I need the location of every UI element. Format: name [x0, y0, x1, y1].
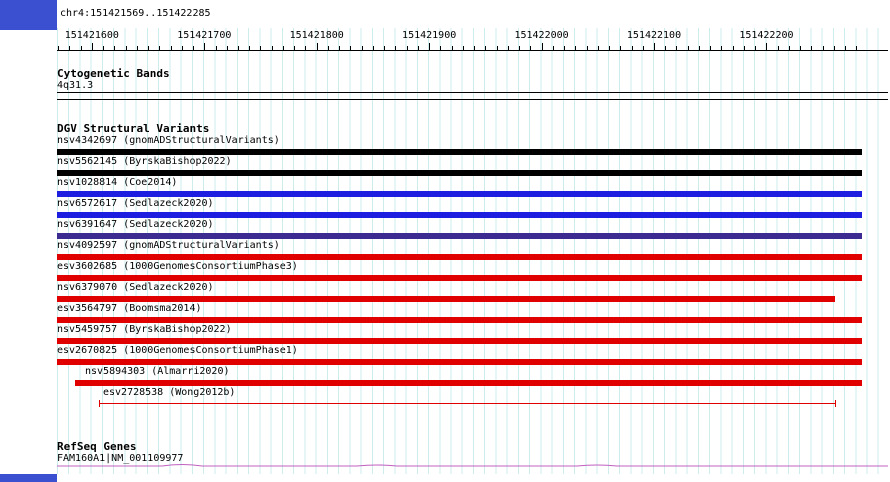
ruler-minor-tick	[384, 46, 386, 50]
ruler-minor-tick	[564, 46, 566, 50]
ruler-minor-tick	[260, 46, 262, 50]
ruler-minor-tick	[238, 46, 239, 50]
ruler-major-tick	[654, 43, 655, 50]
ruler-minor-tick	[496, 46, 498, 50]
ruler-minor-tick	[395, 46, 397, 50]
cytoband-label: 4q31.3	[57, 80, 94, 91]
ruler-minor-tick	[642, 46, 644, 50]
ruler-tick-label: 151422200	[739, 30, 794, 41]
ruler-minor-tick	[339, 46, 341, 50]
ruler-minor-tick	[665, 46, 667, 50]
ruler-tick-label: 151421900	[402, 30, 457, 41]
page-background-bottom-left	[0, 474, 57, 482]
ruler-minor-tick	[732, 46, 734, 50]
ruler-minor-tick	[811, 46, 813, 50]
ruler-minor-tick	[800, 46, 802, 50]
ruler-baseline	[57, 50, 888, 51]
ruler-minor-tick	[181, 46, 183, 50]
ruler-minor-tick	[305, 46, 307, 50]
ruler-minor-tick	[282, 46, 284, 50]
ruler-minor-tick	[519, 46, 521, 50]
ruler-tick-label: 151421800	[289, 30, 344, 41]
ruler-tick-label: 151422100	[626, 30, 682, 41]
ruler-minor-tick	[777, 46, 779, 50]
ruler-minor-tick	[327, 46, 329, 50]
ruler-tick-label: 151421700	[177, 30, 232, 41]
ruler-minor-tick	[530, 46, 532, 50]
ruler-minor-tick	[822, 46, 824, 50]
ruler-minor-tick	[743, 46, 745, 50]
ruler-minor-tick	[80, 46, 82, 50]
ruler-minor-tick	[620, 46, 622, 50]
ruler-minor-tick	[631, 46, 633, 50]
ruler-minor-tick	[485, 46, 487, 50]
ruler-minor-tick	[193, 46, 195, 50]
ruler-major-tick	[429, 43, 431, 50]
coordinate-ruler: 151421600 151421700 151421800 151421900 1514…	[0, 0, 890, 60]
ruler-minor-tick	[575, 46, 577, 50]
ruler-minor-tick	[710, 46, 712, 50]
page-background-top-left	[0, 0, 57, 30]
ruler-minor-tick	[833, 46, 835, 50]
ruler-minor-tick	[609, 46, 611, 50]
ruler-minor-tick	[372, 46, 374, 50]
ruler-minor-tick	[271, 46, 273, 50]
ruler-major-tick	[91, 43, 93, 50]
ruler-minor-tick	[845, 46, 847, 50]
ruler-major-tick	[541, 43, 543, 50]
gene-intron-line[interactable]	[57, 460, 888, 474]
region-title: chr4:151421569..151422285	[60, 8, 211, 19]
ruler-minor-tick	[170, 46, 172, 50]
ruler-minor-tick	[226, 46, 228, 50]
ruler-minor-tick	[148, 46, 150, 50]
ruler-minor-tick	[114, 46, 116, 50]
ruler-minor-tick	[215, 46, 217, 50]
ruler-minor-tick	[294, 46, 296, 50]
refseq-genes-heading: RefSeq Genes	[57, 440, 137, 453]
cytoband-glyph	[57, 92, 888, 100]
ruler-minor-tick	[125, 46, 127, 50]
ruler-major-tick	[204, 43, 206, 50]
ruler-tick-label: 151421600	[64, 30, 119, 41]
ruler-minor-tick	[676, 46, 678, 50]
ruler-minor-tick	[698, 46, 700, 50]
ruler-tick-label: 151422000	[514, 30, 569, 41]
ruler-minor-tick	[249, 46, 251, 50]
ruler-minor-tick	[136, 46, 138, 50]
refseq-gene-label[interactable]: FAM160A1|NM_001109977	[57, 453, 184, 464]
ruler-minor-tick	[350, 46, 352, 50]
ruler-minor-tick	[361, 46, 363, 50]
ruler-minor-tick	[406, 46, 408, 50]
ruler-minor-tick	[507, 46, 509, 50]
ruler-minor-tick	[58, 46, 60, 50]
ruler-minor-tick	[451, 46, 453, 50]
ruler-minor-tick	[755, 46, 757, 50]
dgv-structural-variants-heading: DGV Structural Variants	[57, 122, 210, 135]
ruler-minor-tick	[586, 46, 588, 50]
ruler-minor-tick	[597, 46, 599, 50]
ruler-minor-tick	[721, 46, 723, 50]
ruler-major-tick	[316, 43, 318, 50]
ruler-minor-tick	[788, 46, 790, 50]
ruler-minor-tick	[856, 46, 858, 50]
ruler-minor-tick	[417, 46, 419, 50]
ruler-minor-tick	[474, 46, 476, 50]
ruler-minor-tick	[687, 46, 689, 50]
ruler-minor-tick	[462, 46, 464, 50]
cytobands-heading: Cytogenetic Bands	[57, 67, 170, 80]
ruler-minor-tick	[103, 46, 105, 50]
ruler-minor-tick	[69, 46, 71, 50]
grid-lines	[57, 28, 888, 474]
ruler-minor-tick	[159, 46, 161, 50]
ruler-major-tick	[766, 43, 768, 50]
ruler-minor-tick	[552, 46, 554, 50]
ruler-minor-tick	[440, 46, 442, 50]
